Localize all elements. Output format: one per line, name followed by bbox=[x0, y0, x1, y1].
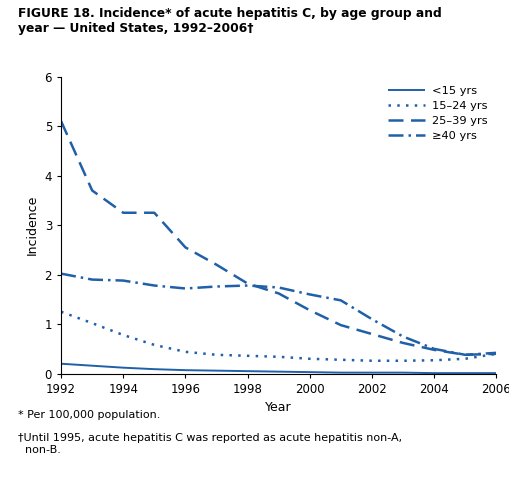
≥40 yrs bbox=[462, 352, 468, 358]
Line: <15 yrs: <15 yrs bbox=[61, 364, 496, 373]
25–39 yrs bbox=[182, 245, 188, 251]
15–24 yrs bbox=[493, 351, 499, 357]
≥40 yrs bbox=[244, 283, 250, 288]
≥40 yrs bbox=[369, 316, 375, 322]
≥40 yrs bbox=[400, 333, 406, 339]
Y-axis label: Incidence: Incidence bbox=[26, 195, 39, 255]
<15 yrs bbox=[182, 367, 188, 373]
<15 yrs bbox=[462, 370, 468, 376]
≥40 yrs bbox=[431, 346, 437, 352]
<15 yrs bbox=[244, 368, 250, 374]
25–39 yrs bbox=[400, 340, 406, 346]
15–24 yrs bbox=[400, 358, 406, 364]
15–24 yrs bbox=[151, 342, 157, 348]
25–39 yrs bbox=[369, 331, 375, 337]
15–24 yrs bbox=[307, 356, 313, 362]
15–24 yrs bbox=[182, 349, 188, 355]
<15 yrs bbox=[338, 370, 344, 376]
<15 yrs bbox=[431, 370, 437, 376]
25–39 yrs bbox=[462, 352, 468, 358]
25–39 yrs bbox=[120, 210, 126, 216]
25–39 yrs bbox=[58, 118, 64, 124]
15–24 yrs bbox=[89, 320, 95, 326]
15–24 yrs bbox=[58, 309, 64, 315]
Text: FIGURE 18. Incidence* of acute hepatitis C, by age group and: FIGURE 18. Incidence* of acute hepatitis… bbox=[18, 7, 442, 20]
15–24 yrs bbox=[369, 358, 375, 364]
≥40 yrs bbox=[338, 297, 344, 303]
Line: 25–39 yrs: 25–39 yrs bbox=[61, 121, 496, 355]
25–39 yrs bbox=[338, 322, 344, 328]
<15 yrs bbox=[275, 369, 281, 375]
<15 yrs bbox=[493, 370, 499, 376]
15–24 yrs bbox=[275, 354, 281, 360]
25–39 yrs bbox=[89, 188, 95, 194]
≥40 yrs bbox=[493, 350, 499, 356]
Legend: <15 yrs, 15–24 yrs, 25–39 yrs, ≥40 yrs: <15 yrs, 15–24 yrs, 25–39 yrs, ≥40 yrs bbox=[385, 82, 491, 145]
<15 yrs bbox=[400, 370, 406, 376]
25–39 yrs bbox=[275, 291, 281, 297]
Text: †Until 1995, acute hepatitis C was reported as acute hepatitis non-A,
  non-B.: †Until 1995, acute hepatitis C was repor… bbox=[18, 433, 402, 455]
≥40 yrs bbox=[89, 277, 95, 283]
15–24 yrs bbox=[244, 353, 250, 359]
25–39 yrs bbox=[431, 347, 437, 353]
<15 yrs bbox=[213, 368, 219, 374]
≥40 yrs bbox=[275, 285, 281, 290]
≥40 yrs bbox=[213, 284, 219, 289]
15–24 yrs bbox=[213, 352, 219, 358]
<15 yrs bbox=[58, 361, 64, 366]
X-axis label: Year: Year bbox=[265, 401, 292, 414]
25–39 yrs bbox=[151, 210, 157, 216]
25–39 yrs bbox=[213, 262, 219, 268]
Line: 15–24 yrs: 15–24 yrs bbox=[61, 312, 496, 361]
25–39 yrs bbox=[307, 308, 313, 313]
≥40 yrs bbox=[58, 271, 64, 276]
≥40 yrs bbox=[307, 292, 313, 297]
<15 yrs bbox=[120, 365, 126, 371]
Text: * Per 100,000 population.: * Per 100,000 population. bbox=[18, 410, 160, 420]
≥40 yrs bbox=[182, 285, 188, 291]
15–24 yrs bbox=[431, 357, 437, 363]
<15 yrs bbox=[307, 369, 313, 375]
≥40 yrs bbox=[151, 283, 157, 288]
<15 yrs bbox=[369, 370, 375, 376]
15–24 yrs bbox=[338, 357, 344, 363]
15–24 yrs bbox=[120, 332, 126, 338]
25–39 yrs bbox=[493, 351, 499, 357]
25–39 yrs bbox=[244, 281, 250, 286]
≥40 yrs bbox=[120, 278, 126, 284]
Line: ≥40 yrs: ≥40 yrs bbox=[61, 274, 496, 355]
Text: year — United States, 1992–2006†: year — United States, 1992–2006† bbox=[18, 22, 253, 34]
<15 yrs bbox=[151, 366, 157, 372]
15–24 yrs bbox=[462, 356, 468, 362]
<15 yrs bbox=[89, 363, 95, 368]
